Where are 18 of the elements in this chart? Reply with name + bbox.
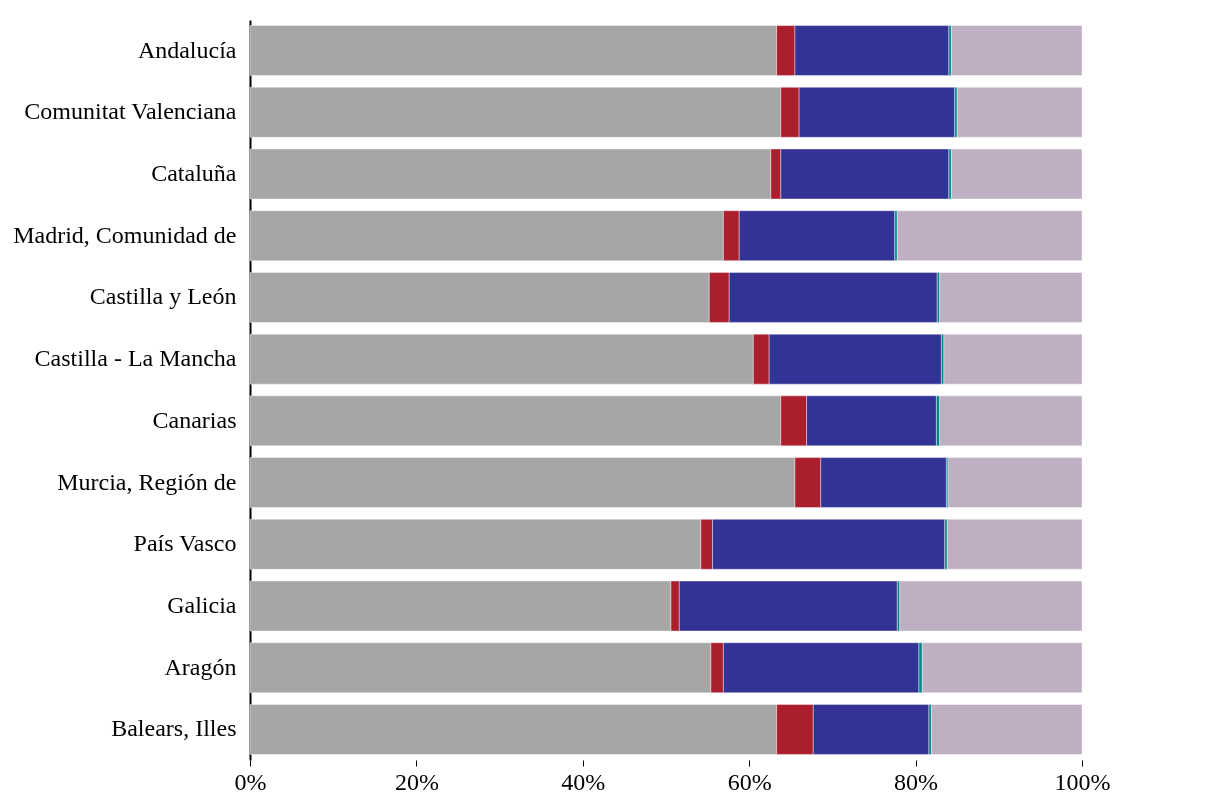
x-tick-label: 100%	[1054, 768, 1111, 795]
y-tick-label: Comunitat Valenciana	[24, 98, 237, 125]
x-tick-label: 40%	[561, 768, 606, 795]
y-tick-label: Castilla y León	[89, 283, 237, 310]
y-tick-label: Aragón	[164, 653, 237, 680]
x-tick-label: 80%	[894, 768, 939, 795]
x-tick-label: 20%	[394, 768, 439, 795]
y-tick-label: Balears, Illes	[111, 715, 237, 742]
y-tick-label: Murcia, Región de	[57, 468, 237, 495]
y-tick-label: Andalucía	[137, 36, 237, 63]
y-tick-label: Madrid, Comunidad de	[13, 221, 237, 248]
x-tick-label: 0%	[234, 768, 267, 795]
y-tick-label: Canarias	[152, 406, 237, 433]
y-tick-label: País Vasco	[133, 530, 237, 557]
y-tick-label: Galicia	[167, 592, 237, 619]
x-tick-label: 60%	[727, 768, 772, 795]
y-tick-label: Castilla - La Mancha	[34, 345, 237, 372]
y-tick-label: Cataluña	[151, 159, 237, 186]
